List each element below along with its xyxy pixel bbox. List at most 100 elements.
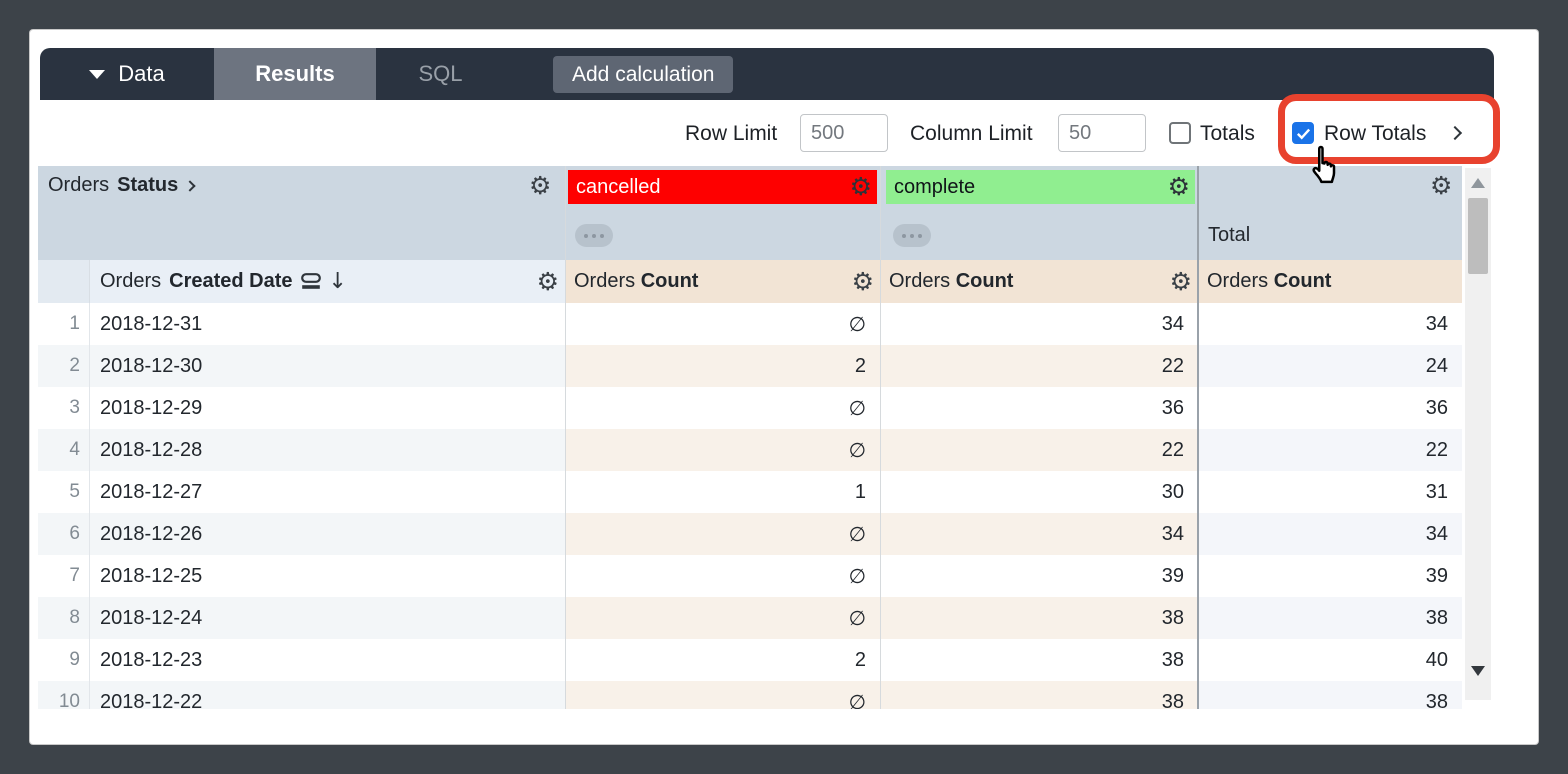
field-header-band: Orders Created Date ↓ ⚙ Orders Count ⚙ O… xyxy=(38,260,1462,303)
cell-cancelled-count[interactable]: ∅ xyxy=(565,513,880,555)
vertical-scrollbar[interactable] xyxy=(1465,168,1491,700)
gear-icon[interactable]: ⚙ xyxy=(849,172,872,201)
more-options-icon[interactable] xyxy=(893,224,931,247)
tab-results[interactable]: Results xyxy=(214,48,376,100)
cell-date[interactable]: 2018-12-30 xyxy=(90,345,565,387)
cell-complete-count[interactable]: 38 xyxy=(880,639,1198,681)
table-row[interactable]: 9 2018-12-23 2 38 40 xyxy=(38,639,1462,681)
cell-date[interactable]: 2018-12-24 xyxy=(90,597,565,639)
totals-checkbox[interactable] xyxy=(1169,122,1191,144)
cell-date[interactable]: 2018-12-31 xyxy=(90,303,565,345)
measure-header-complete[interactable]: Orders Count ⚙ xyxy=(880,260,1198,303)
table-row[interactable]: 6 2018-12-26 ∅ 34 34 xyxy=(38,513,1462,555)
measure-prefix: Orders xyxy=(889,270,951,292)
gear-icon[interactable]: ⚙ xyxy=(529,171,552,200)
chevron-right-icon xyxy=(184,179,196,192)
measure-field: Count xyxy=(955,270,1014,292)
cell-date[interactable]: 2018-12-22 xyxy=(90,681,565,709)
cell-total-count[interactable]: 40 xyxy=(1198,639,1462,681)
cell-complete-count[interactable]: 34 xyxy=(880,513,1198,555)
cell-date[interactable]: 2018-12-25 xyxy=(90,555,565,597)
date-field-header[interactable]: Orders Created Date ↓ ⚙ xyxy=(90,260,565,303)
measure-prefix: Orders xyxy=(574,270,636,292)
cell-complete-count[interactable]: 38 xyxy=(880,681,1198,709)
cell-complete-count[interactable]: 39 xyxy=(880,555,1198,597)
dimension-prefix: Orders xyxy=(48,174,110,196)
cell-cancelled-count[interactable]: 2 xyxy=(565,345,880,387)
table-row[interactable]: 2 2018-12-30 2 22 24 xyxy=(38,345,1462,387)
scrollbar-thumb[interactable] xyxy=(1468,198,1488,274)
scroll-down-icon[interactable] xyxy=(1471,666,1485,676)
cell-cancelled-count[interactable]: ∅ xyxy=(565,555,880,597)
more-options-icon[interactable] xyxy=(575,224,613,247)
cell-cancelled-count[interactable]: 1 xyxy=(565,471,880,513)
pivot-value-cancelled[interactable]: cancelled ⚙ xyxy=(568,170,877,204)
total-column-divider xyxy=(1197,166,1199,709)
cell-date[interactable]: 2018-12-26 xyxy=(90,513,565,555)
tab-sql[interactable]: SQL xyxy=(376,48,505,100)
cell-complete-count[interactable]: 34 xyxy=(880,303,1198,345)
row-limit-input[interactable] xyxy=(800,114,888,152)
cell-date[interactable]: 2018-12-23 xyxy=(90,639,565,681)
scroll-up-icon[interactable] xyxy=(1471,178,1485,188)
gear-icon[interactable]: ⚙ xyxy=(1167,172,1190,201)
cell-total-count[interactable]: 38 xyxy=(1198,597,1462,639)
cell-total-count[interactable]: 38 xyxy=(1198,681,1462,709)
sort-descending-icon[interactable]: ↓ xyxy=(328,268,347,294)
gear-icon[interactable]: ⚙ xyxy=(1430,171,1453,200)
cell-total-count[interactable]: 34 xyxy=(1198,513,1462,555)
total-column-label: Total xyxy=(1208,224,1251,246)
table-row[interactable]: 1 2018-12-31 ∅ 34 34 xyxy=(38,303,1462,345)
cell-complete-count[interactable]: 22 xyxy=(880,429,1198,471)
date-granularity-icon[interactable] xyxy=(300,273,321,290)
cell-complete-count[interactable]: 36 xyxy=(880,387,1198,429)
cell-cancelled-count[interactable]: ∅ xyxy=(565,303,880,345)
tab-data[interactable]: Data xyxy=(40,48,214,100)
measure-field: Count xyxy=(1273,270,1332,292)
cell-cancelled-count[interactable]: ∅ xyxy=(565,597,880,639)
column-limit-label: Column Limit xyxy=(910,122,1033,145)
measure-header-cancelled[interactable]: Orders Count ⚙ xyxy=(565,260,880,303)
cell-cancelled-count[interactable]: ∅ xyxy=(565,429,880,471)
cell-total-count[interactable]: 31 xyxy=(1198,471,1462,513)
table-row[interactable]: 5 2018-12-27 1 30 31 xyxy=(38,471,1462,513)
cell-complete-count[interactable]: 30 xyxy=(880,471,1198,513)
cell-total-count[interactable]: 24 xyxy=(1198,345,1462,387)
row-number: 5 xyxy=(38,471,90,513)
gear-icon[interactable]: ⚙ xyxy=(536,267,559,296)
cell-date[interactable]: 2018-12-29 xyxy=(90,387,565,429)
gear-icon[interactable]: ⚙ xyxy=(1169,267,1192,296)
table-row[interactable]: 10 2018-12-22 ∅ 38 38 xyxy=(38,681,1462,709)
dimension-header[interactable]: Orders Status xyxy=(48,174,196,197)
cell-date[interactable]: 2018-12-28 xyxy=(90,429,565,471)
cell-complete-count[interactable]: 38 xyxy=(880,597,1198,639)
column-limit-input[interactable] xyxy=(1058,114,1146,152)
table-row[interactable]: 8 2018-12-24 ∅ 38 38 xyxy=(38,597,1462,639)
row-number: 8 xyxy=(38,597,90,639)
pivot-value-complete[interactable]: complete ⚙ xyxy=(886,170,1195,204)
cell-cancelled-count[interactable]: ∅ xyxy=(565,681,880,709)
row-number: 7 xyxy=(38,555,90,597)
pivot-complete-label: complete xyxy=(894,175,976,198)
explore-panel: Data Results SQL Add calculation Row Lim… xyxy=(30,30,1538,744)
cell-cancelled-count[interactable]: 2 xyxy=(565,639,880,681)
cell-total-count[interactable]: 36 xyxy=(1198,387,1462,429)
row-totals-checkbox[interactable] xyxy=(1292,122,1314,144)
results-table: Orders Status ⚙ cancelled ⚙ complete ⚙ ⚙ xyxy=(38,166,1462,709)
gear-icon[interactable]: ⚙ xyxy=(851,267,874,296)
row-number: 2 xyxy=(38,345,90,387)
cell-date[interactable]: 2018-12-27 xyxy=(90,471,565,513)
cell-complete-count[interactable]: 22 xyxy=(880,345,1198,387)
cell-total-count[interactable]: 22 xyxy=(1198,429,1462,471)
cell-total-count[interactable]: 39 xyxy=(1198,555,1462,597)
table-row[interactable]: 3 2018-12-29 ∅ 36 36 xyxy=(38,387,1462,429)
table-row[interactable]: 7 2018-12-25 ∅ 39 39 xyxy=(38,555,1462,597)
row-number: 3 xyxy=(38,387,90,429)
cell-cancelled-count[interactable]: ∅ xyxy=(565,387,880,429)
measure-header-total[interactable]: Orders Count xyxy=(1198,260,1462,303)
cell-total-count[interactable]: 34 xyxy=(1198,303,1462,345)
table-row[interactable]: 4 2018-12-28 ∅ 22 22 xyxy=(38,429,1462,471)
column-divider xyxy=(565,166,566,709)
add-calculation-button[interactable]: Add calculation xyxy=(553,55,734,93)
